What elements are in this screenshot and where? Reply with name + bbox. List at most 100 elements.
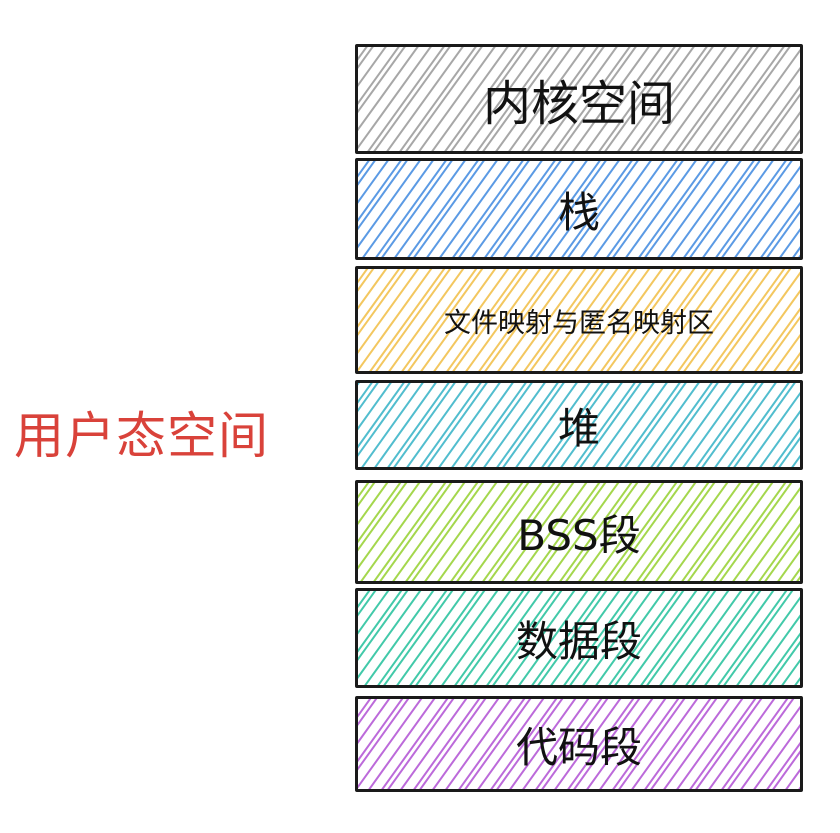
hatch-stroke	[358, 161, 421, 249]
hatch-stroke	[527, 47, 605, 151]
hatch-stroke	[595, 591, 666, 685]
hatch-stroke	[721, 699, 789, 789]
hatch-stroke	[555, 269, 632, 371]
hatch-stroke	[540, 47, 618, 151]
hatch-stroke	[358, 699, 404, 763]
hatch-stroke	[483, 383, 546, 467]
hatch-stroke	[625, 161, 697, 257]
hatch-stroke	[358, 269, 401, 328]
hatch-stroke	[687, 483, 761, 581]
hatch-stroke	[463, 47, 541, 151]
hatch-stroke	[484, 269, 561, 371]
hatch-stroke	[392, 483, 466, 581]
hatch-stroke	[386, 47, 464, 151]
hatch-stroke	[425, 383, 488, 467]
hatch-stroke	[358, 699, 391, 744]
hatch-stroke	[619, 269, 696, 371]
hatch-stroke	[798, 254, 800, 257]
hatch-stroke	[358, 699, 378, 726]
hatch-stroke	[473, 591, 544, 685]
hatch-stroke	[465, 269, 542, 371]
hatch-stroke	[358, 47, 387, 87]
hatch-stroke	[413, 161, 485, 257]
hatch-stroke	[406, 383, 469, 467]
hatch-stroke	[509, 699, 577, 789]
hatch-stroke	[572, 47, 650, 151]
hatch-stroke	[681, 47, 759, 151]
hatch-stroke	[522, 699, 590, 789]
segment-hatch-fill	[358, 269, 800, 371]
hatch-stroke	[606, 269, 683, 371]
hatch-stroke	[358, 161, 408, 231]
hatch-stroke	[587, 269, 664, 371]
hatch-stroke	[717, 591, 788, 685]
hatch-stroke	[747, 183, 800, 257]
hatch-stroke	[407, 161, 479, 257]
hatch-stroke	[662, 47, 740, 151]
hatch-stroke	[374, 383, 437, 467]
segment-stack: 栈	[355, 158, 803, 260]
segment-label: 代码段	[515, 722, 642, 772]
hatch-stroke	[766, 741, 800, 789]
hatch-stroke	[569, 591, 640, 685]
hatch-stroke	[535, 161, 607, 257]
hatch-stroke	[644, 161, 716, 257]
hatch-stroke	[407, 269, 484, 371]
hatch-stroke	[612, 699, 680, 789]
hatch-stroke	[691, 591, 762, 685]
hatch-stroke	[419, 699, 487, 789]
hatch-stroke	[381, 699, 449, 789]
hatch-stroke	[531, 591, 602, 685]
hatch-stroke	[413, 699, 481, 789]
hatch-stroke	[642, 483, 716, 581]
hatch-stroke	[676, 699, 744, 789]
hatch-stroke	[542, 269, 619, 371]
hatch-stroke	[373, 47, 451, 151]
hatch-stroke	[437, 483, 511, 581]
hatch-stroke	[777, 549, 800, 581]
hatch-stroke	[561, 161, 633, 257]
hatch-stroke	[394, 161, 466, 257]
hatch-stroke	[424, 483, 498, 581]
hatch-stroke	[709, 269, 786, 371]
hatch-stroke	[753, 723, 800, 789]
hatch-stroke	[683, 269, 760, 371]
hatch-stroke	[559, 483, 633, 581]
hatch-stroke	[358, 591, 390, 635]
hatch-stroke	[432, 699, 500, 789]
hatch-stroke	[369, 269, 446, 371]
hatch-stroke	[772, 428, 800, 467]
hatch-stroke	[496, 699, 564, 789]
hatch-stroke	[358, 383, 392, 431]
hatch-stroke	[547, 383, 610, 467]
hatch-stroke	[387, 699, 455, 789]
hatch-stroke	[358, 47, 432, 150]
hatch-stroke	[612, 161, 684, 257]
hatch-stroke	[508, 47, 586, 151]
hatch-stroke	[477, 699, 545, 789]
hatch-stroke	[605, 383, 668, 467]
hatch-stroke	[375, 269, 452, 371]
hatch-stroke	[749, 614, 800, 685]
hatch-stroke	[721, 161, 793, 257]
hatch-stroke	[458, 161, 530, 257]
hatch-stroke	[704, 591, 775, 685]
segment-label: 堆	[557, 403, 600, 453]
segment-label: 文件映射与匿名映射区	[444, 307, 714, 339]
hatch-stroke	[496, 383, 559, 467]
hatch-stroke	[741, 289, 800, 371]
hatch-stroke	[766, 210, 800, 257]
hatch-stroke	[632, 269, 709, 371]
hatch-stroke	[610, 483, 684, 581]
hatch-stroke	[358, 47, 419, 132]
hatch-stroke	[358, 483, 408, 552]
hatch-stroke	[497, 269, 574, 371]
hatch-stroke	[478, 269, 555, 371]
hatch-stroke	[727, 699, 795, 789]
hatch-stroke	[401, 269, 478, 371]
hatch-stroke	[732, 486, 800, 581]
hatch-stroke	[450, 483, 524, 581]
hatch-stroke	[358, 383, 379, 413]
hatch-stroke	[358, 591, 371, 609]
hatch-stroke	[689, 161, 761, 257]
